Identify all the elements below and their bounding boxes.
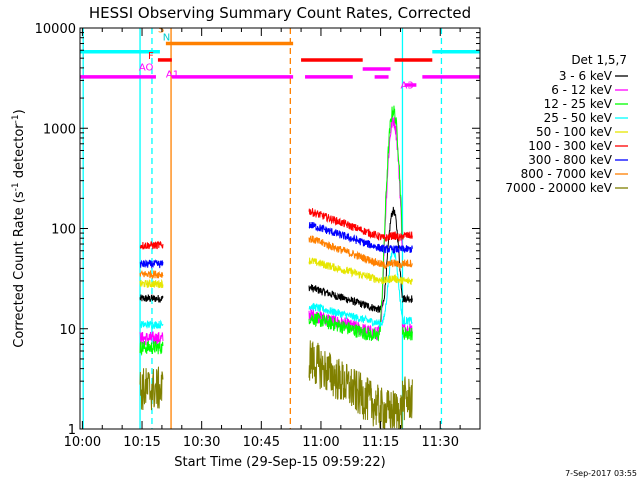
series-line [401, 327, 413, 341]
x-tick-label: 10:30 [183, 435, 220, 450]
series-line [308, 257, 403, 285]
chart-title: HESSI Observing Summary Count Rates, Cor… [89, 4, 471, 22]
series-7 [139, 235, 413, 280]
series-line [401, 259, 413, 268]
state-annotation: F [148, 51, 154, 62]
footer-date: 7-Sep-2017 03:55 [565, 469, 637, 478]
legend-label: 100 - 300 keV [528, 139, 612, 153]
series-line [401, 323, 413, 337]
series-line [308, 206, 403, 313]
state-annotation: A3 [400, 80, 413, 91]
y-tick-label: 10 [59, 323, 76, 338]
legend-label: 6 - 12 keV [551, 83, 613, 97]
series-line [308, 340, 403, 429]
legend-label: 300 - 800 keV [528, 153, 612, 167]
y-axis-label: Corrected Count Rate (s-1 detector-1) [11, 109, 27, 347]
x-tick-label: 11:30 [422, 435, 459, 450]
x-axis: 10:00 10:15 10:30 10:45 11:00 11:15 11:30 [64, 28, 481, 450]
legend-label: 7000 - 20000 keV [505, 181, 612, 195]
y-label-part: ) [12, 109, 27, 114]
series-line [402, 294, 413, 304]
x-tick-label: 11:00 [302, 435, 339, 450]
series-line [308, 221, 403, 254]
series-3 [139, 248, 413, 330]
legend-label: 50 - 100 keV [536, 125, 613, 139]
series-line [308, 105, 403, 342]
state-annotation: AO [139, 63, 154, 74]
y-tick-label: 1 [68, 423, 76, 438]
series-8 [139, 340, 413, 429]
series-line [139, 270, 164, 280]
series-6 [139, 221, 413, 269]
x-tick-label: 10:15 [123, 435, 160, 450]
x-tick-label: 10:00 [64, 435, 101, 450]
series-line [139, 319, 164, 330]
series-line [139, 293, 164, 303]
series-line [401, 315, 413, 325]
x-tick-label: 10:45 [243, 435, 280, 450]
series-line [401, 245, 413, 253]
legend-label: 3 - 6 keV [559, 69, 613, 83]
series-1 [139, 114, 413, 346]
y-label-sup: -1 [11, 182, 21, 191]
series-line [401, 276, 413, 285]
y-label-part: detector [12, 123, 27, 183]
legend-title: Det 1,5,7 [571, 53, 627, 67]
x-tick-label: 11:15 [362, 435, 399, 450]
series-line [139, 331, 164, 346]
state-annotation: S [158, 25, 164, 36]
y-tick-label: 10000 [35, 22, 76, 37]
series-line [139, 278, 164, 289]
legend-label: 12 - 25 keV [544, 97, 613, 111]
y-label-part: Corrected Count Rate (s [12, 191, 27, 348]
series-line [139, 340, 164, 357]
state-annotation: A1 [166, 70, 179, 81]
state-annotation: N [163, 33, 170, 44]
series-0 [139, 206, 413, 313]
series-2 [139, 105, 413, 357]
y-label-sup: -1 [11, 114, 21, 123]
series-line [401, 231, 413, 240]
y-tick-label: 1000 [43, 122, 76, 137]
legend-label: 25 - 50 keV [544, 111, 613, 125]
series-line [139, 259, 164, 269]
series-line [139, 366, 164, 411]
x-axis-label: Start Time (29-Sep-15 09:59:22) [174, 455, 385, 470]
series-line [308, 235, 403, 270]
series-line [139, 240, 164, 251]
legend-label: 800 - 7000 keV [521, 167, 613, 181]
y-tick-label: 100 [51, 223, 76, 238]
series-line [401, 376, 413, 421]
series-line [308, 208, 403, 242]
series-5 [139, 208, 413, 251]
series-4 [139, 257, 413, 289]
y-axis: 1 10 100 1000 10000 [35, 22, 480, 438]
series-line [308, 248, 403, 328]
